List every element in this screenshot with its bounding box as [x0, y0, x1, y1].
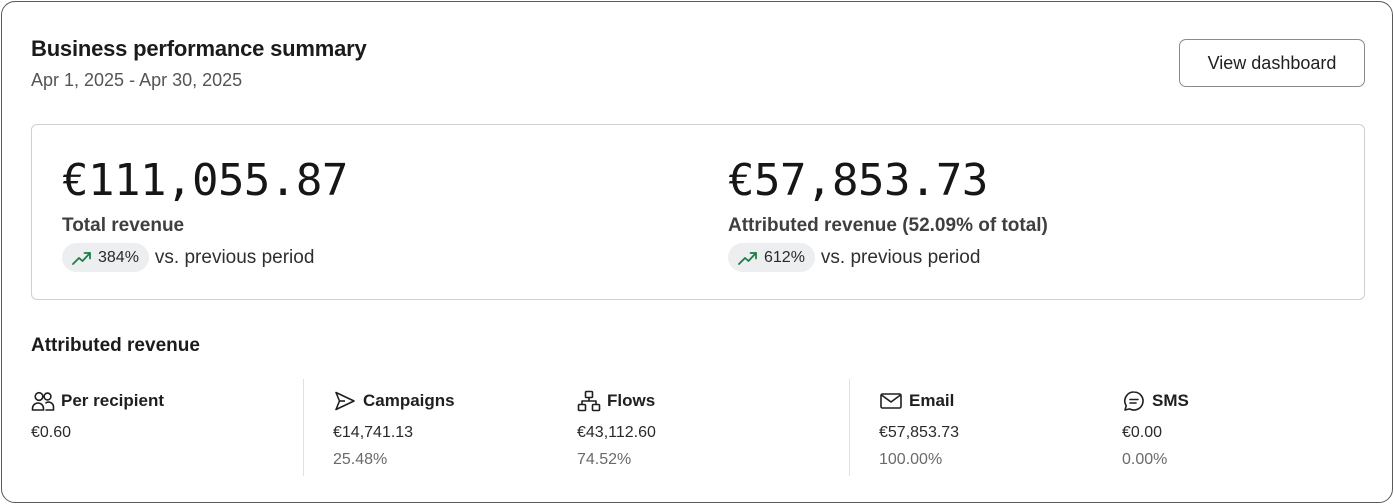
flows-icon: [577, 390, 601, 412]
breakdown-email: Email €57,853.73 100.00%: [879, 389, 959, 469]
view-dashboard-button[interactable]: View dashboard: [1179, 39, 1365, 87]
breakdown-per-recipient: Per recipient €0.60: [31, 389, 164, 442]
breakdown-sms: SMS €0.00 0.00%: [1122, 389, 1189, 469]
attributed-revenue-amount: €57,853.73: [728, 155, 988, 206]
column-divider: [849, 379, 850, 476]
email-value: €57,853.73: [879, 424, 960, 441]
revenue-summary-box: €111,055.87 Total revenue 384% vs. previ…: [31, 124, 1365, 300]
trend-up-icon: [72, 251, 91, 265]
attributed-change-pill: 612%: [728, 243, 815, 272]
sms-label: SMS: [1152, 391, 1189, 410]
column-divider: [303, 379, 304, 476]
attributed-revenue-label: Attributed revenue (52.09% of total): [728, 215, 1048, 236]
total-revenue-amount: €111,055.87: [62, 155, 348, 206]
sms-value: €0.00: [1122, 424, 1163, 441]
campaigns-label: Campaigns: [363, 391, 455, 410]
campaigns-percent: 25.48%: [333, 451, 388, 468]
send-icon: [335, 391, 355, 411]
email-percent: 100.00%: [879, 451, 943, 468]
total-revenue-change: 384% vs. previous period: [62, 243, 314, 272]
breakdown-campaigns: Campaigns €14,741.13 25.48%: [333, 389, 455, 469]
card-title: Business performance summary: [31, 36, 367, 61]
trend-up-icon: [738, 251, 757, 265]
flows-percent: 74.52%: [577, 451, 632, 468]
email-label: Email: [909, 391, 955, 410]
chat-icon: [1124, 391, 1144, 411]
total-change-percent: 384%: [98, 248, 139, 266]
attributed-change-percent: 612%: [764, 248, 805, 266]
campaigns-value: €14,741.13: [333, 424, 414, 441]
breakdown-flows: Flows €43,112.60 74.52%: [577, 389, 656, 469]
mail-icon: [880, 393, 902, 409]
flows-value: €43,112.60: [577, 424, 656, 441]
total-change-suffix: vs. previous period: [154, 246, 315, 268]
flows-label: Flows: [607, 391, 656, 410]
date-range: Apr 1, 2025 - Apr 30, 2025: [31, 70, 243, 90]
users-icon: [31, 391, 55, 411]
attributed-revenue-change: 612% vs. previous period: [728, 243, 980, 272]
attributed-change-suffix: vs. previous period: [820, 246, 981, 268]
breakdown-title: Attributed revenue: [31, 335, 200, 356]
sms-percent: 0.00%: [1122, 451, 1168, 468]
per-recipient-value: €0.60: [31, 424, 72, 441]
per-recipient-label: Per recipient: [61, 391, 164, 410]
total-change-pill: 384%: [62, 243, 149, 272]
total-revenue-label: Total revenue: [62, 215, 185, 236]
